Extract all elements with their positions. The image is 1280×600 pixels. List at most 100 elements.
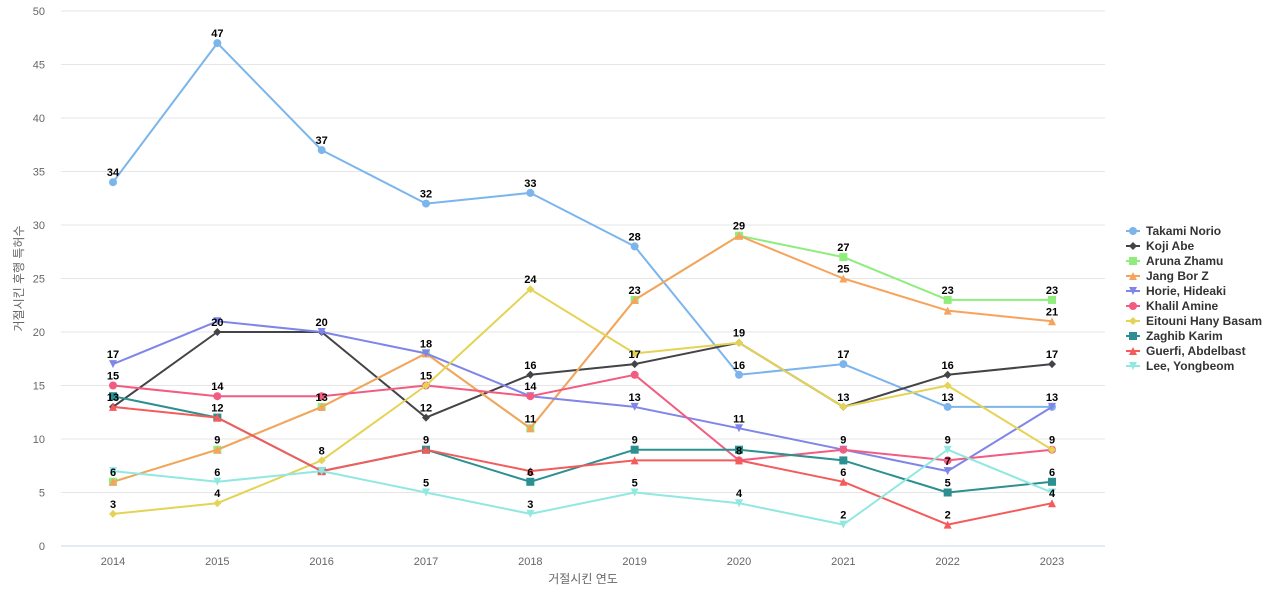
data-point[interactable] (526, 370, 535, 379)
series-line[interactable] (112, 448, 1053, 526)
legend-marker[interactable] (1129, 227, 1137, 235)
data-point[interactable] (943, 467, 952, 476)
data-point[interactable] (317, 392, 326, 401)
data-point[interactable] (735, 445, 743, 454)
data-point[interactable] (109, 392, 117, 401)
data-point[interactable] (1048, 360, 1056, 369)
data-point[interactable] (109, 360, 117, 369)
data-point[interactable] (526, 424, 535, 433)
data-point[interactable] (109, 467, 117, 476)
series-line[interactable] (112, 288, 1053, 515)
data-point[interactable] (317, 146, 326, 155)
data-point[interactable] (317, 328, 326, 336)
data-point[interactable] (735, 338, 743, 347)
data-point[interactable] (943, 306, 952, 315)
data-point[interactable] (109, 509, 117, 518)
data-point[interactable] (422, 381, 430, 390)
data-point[interactable] (630, 488, 639, 497)
data-point[interactable] (943, 520, 952, 529)
data-point[interactable] (526, 188, 535, 197)
legend-marker[interactable] (1129, 347, 1137, 355)
data-point[interactable] (1048, 499, 1056, 508)
data-point[interactable] (943, 370, 952, 379)
data-point[interactable] (735, 231, 743, 240)
data-point[interactable] (422, 488, 430, 497)
data-point[interactable] (213, 317, 222, 326)
data-point[interactable] (213, 392, 222, 401)
legend-marker[interactable] (1129, 302, 1137, 310)
data-point[interactable] (735, 370, 743, 379)
data-point[interactable] (1048, 477, 1056, 486)
data-point[interactable] (109, 402, 117, 411)
data-point[interactable] (630, 456, 639, 465)
data-point[interactable] (839, 520, 848, 529)
data-point[interactable] (1048, 402, 1056, 411)
legend-item[interactable]: Koji Abe (1126, 239, 1195, 253)
series-line[interactable] (112, 234, 1052, 483)
legend-marker[interactable] (1129, 332, 1137, 340)
data-point[interactable] (630, 370, 639, 379)
legend-item[interactable]: Horie, Hideaki (1126, 284, 1226, 298)
data-point[interactable] (1048, 445, 1056, 454)
legend-marker[interactable] (1129, 272, 1137, 280)
data-point[interactable] (422, 413, 430, 422)
data-point[interactable] (213, 39, 222, 48)
data-point[interactable] (630, 349, 639, 358)
series-line[interactable] (112, 320, 1053, 473)
data-point[interactable] (735, 499, 743, 508)
legend-marker[interactable] (1129, 257, 1137, 265)
legend-item[interactable]: Lee, Yongbeom (1126, 359, 1234, 373)
data-point[interactable] (943, 295, 952, 304)
data-point[interactable] (317, 402, 326, 411)
legend-marker[interactable] (1129, 317, 1137, 325)
data-point[interactable] (839, 360, 848, 369)
legend-marker[interactable] (1129, 242, 1137, 250)
data-point[interactable] (109, 477, 117, 486)
legend-item[interactable]: Jang Bor Z (1126, 269, 1209, 283)
data-point[interactable] (213, 328, 222, 336)
legend-item[interactable]: Aruna Zhamu (1126, 254, 1223, 268)
data-point[interactable] (735, 424, 743, 433)
legend-item[interactable]: Guerfi, Abdelbast (1126, 344, 1246, 358)
data-point[interactable] (839, 456, 848, 465)
series-line[interactable] (112, 331, 1053, 419)
data-point[interactable] (213, 477, 222, 486)
legend-item[interactable]: Zaghib Karim (1126, 329, 1223, 343)
data-point[interactable] (526, 509, 535, 518)
data-point[interactable] (526, 467, 535, 476)
data-point[interactable] (630, 402, 639, 411)
data-point[interactable] (526, 285, 535, 294)
data-point[interactable] (1048, 295, 1056, 304)
data-point[interactable] (422, 445, 430, 454)
legend-item[interactable]: Eitouni Hany Basam (1126, 314, 1262, 328)
data-point[interactable] (630, 295, 639, 304)
data-point[interactable] (422, 199, 430, 208)
data-point[interactable] (422, 349, 430, 358)
series-line[interactable] (112, 405, 1053, 526)
data-point[interactable] (630, 242, 639, 251)
data-point[interactable] (630, 445, 639, 454)
data-point[interactable] (213, 499, 222, 508)
data-point[interactable] (526, 392, 535, 401)
series-line[interactable] (112, 373, 1053, 462)
data-point[interactable] (943, 381, 952, 390)
data-point[interactable] (1048, 317, 1056, 326)
series-line[interactable] (112, 42, 1052, 408)
legend-item[interactable]: Takami Norio (1126, 224, 1221, 238)
data-point[interactable] (943, 402, 952, 411)
data-point[interactable] (735, 456, 743, 465)
legend-marker[interactable] (1129, 362, 1137, 370)
data-point[interactable] (109, 178, 117, 187)
series-line[interactable] (112, 234, 1053, 483)
data-point[interactable] (839, 477, 848, 486)
data-point[interactable] (943, 488, 952, 497)
data-point[interactable] (109, 381, 117, 390)
legend-item[interactable]: Khalil Amine (1126, 299, 1219, 313)
data-point[interactable] (317, 467, 326, 476)
data-point[interactable] (839, 274, 848, 283)
data-point[interactable] (943, 456, 952, 465)
data-point[interactable] (839, 445, 848, 454)
data-point[interactable] (526, 477, 535, 486)
data-point[interactable] (213, 413, 222, 422)
data-point[interactable] (839, 402, 848, 411)
